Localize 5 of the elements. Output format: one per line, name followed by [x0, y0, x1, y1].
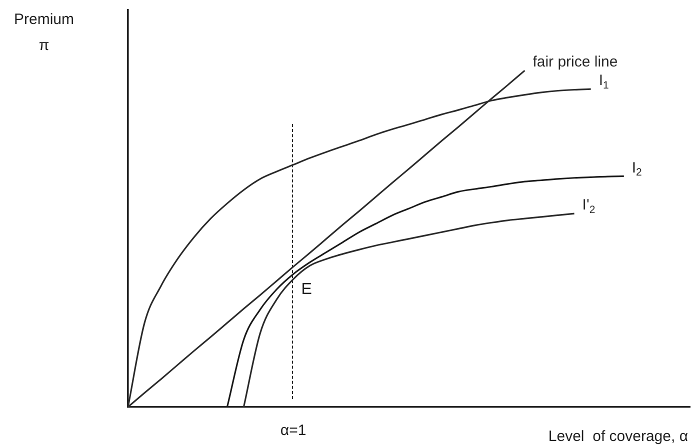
- x-axis-title: Level of coverage, α: [548, 428, 688, 446]
- annotation: E: [301, 281, 312, 298]
- text: α=1: [280, 422, 306, 440]
- series-label: fair price line: [532, 54, 618, 71]
- y-axis-title: Premium π: [14, 11, 74, 54]
